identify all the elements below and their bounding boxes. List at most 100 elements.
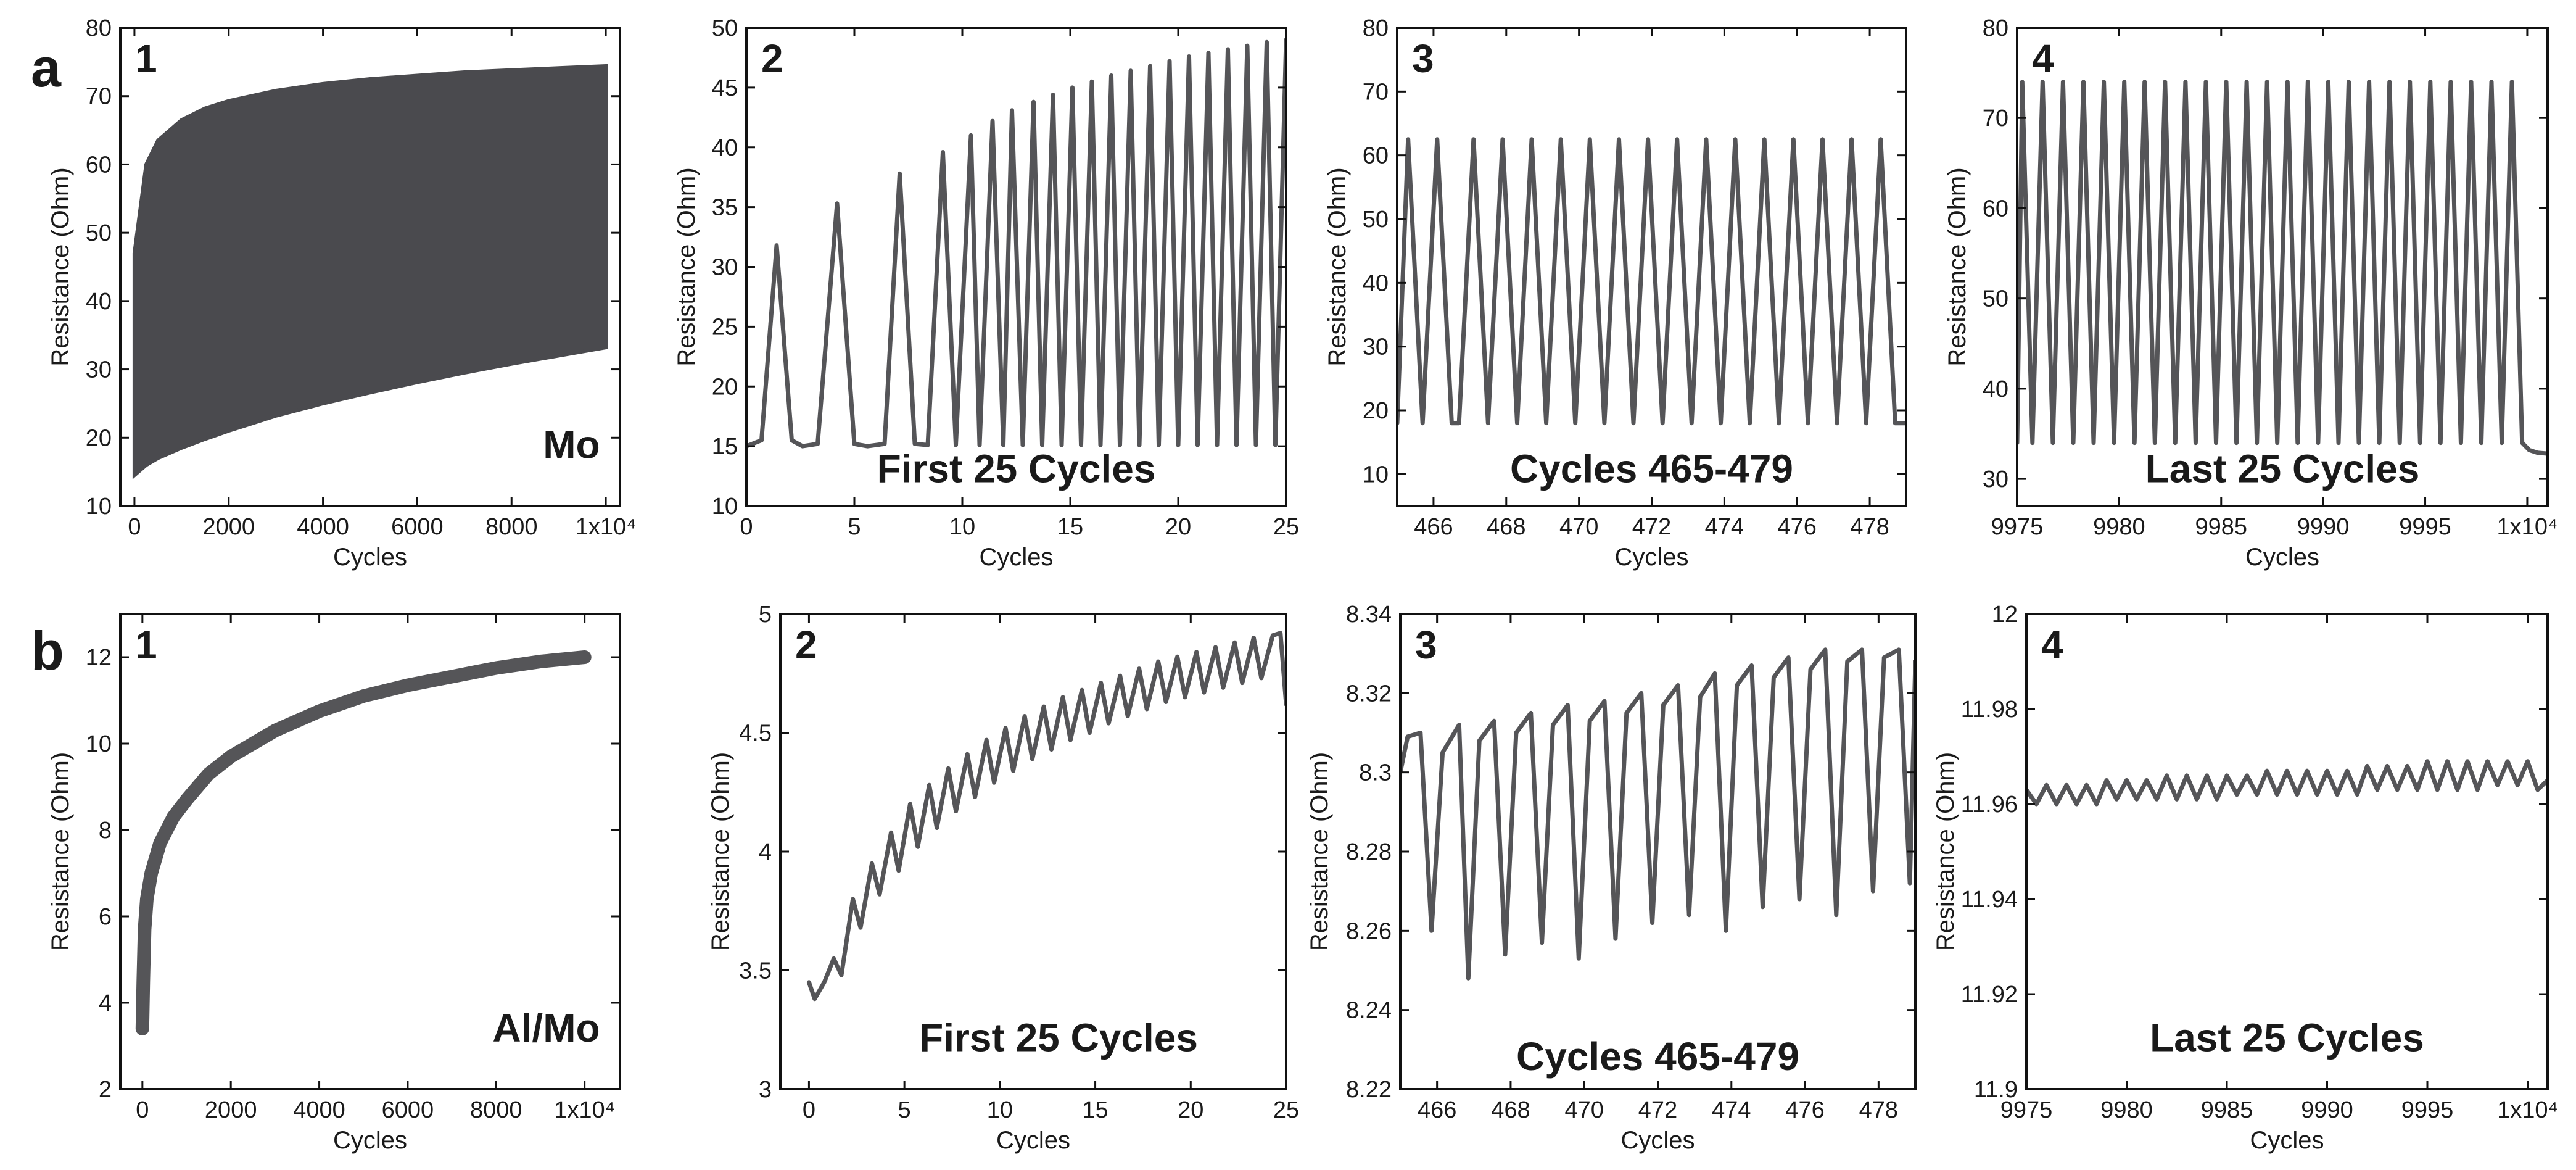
panel-a4-plot-frame [2016, 27, 2549, 507]
panel-a4-x-tick-label: 1x10⁴ [2497, 514, 2558, 540]
panel-a1-x-tick-label: 0 [128, 514, 141, 540]
panel-b4-x-tick-label: 9975 [2000, 1097, 2053, 1123]
panel-a1-y-tick-label: 60 [86, 152, 112, 178]
panel-a3-y-tick-label: 40 [1363, 270, 1389, 296]
panel-b3-x-tick-label: 474 [1712, 1097, 1751, 1123]
panel-b4-y-tick-label: 12 [1992, 602, 2018, 628]
panel-b2-y-tick-label: 3.5 [739, 958, 772, 984]
panel-b3-x-tick-label: 466 [1418, 1097, 1456, 1123]
panel-b4-panel-number: 4 [2041, 623, 2063, 667]
panel-b2-annotation: First 25 Cycles [919, 1015, 1198, 1060]
panel-b3-series-line [1400, 647, 1915, 981]
panel-a2-y-axis-label: Resistance (Ohm) [673, 167, 700, 366]
panel-a3-y-axis-label: Resistance (Ohm) [1324, 167, 1351, 366]
panel-b4-annotation: Last 25 Cycles [2150, 1015, 2424, 1060]
panel-a1-y-tick-label: 20 [86, 425, 112, 451]
panel-a2-x-tick-label: 0 [740, 514, 753, 540]
panel-b1-y-tick-label: 6 [99, 904, 112, 930]
panel-b1-plot-frame [119, 613, 621, 1090]
panel-b3-annotation: Cycles 465-479 [1516, 1034, 1799, 1079]
panel-b1-y-tick-label: 4 [99, 990, 112, 1016]
panel-b4-x-tick-label: 9980 [2100, 1097, 2153, 1123]
panel-a3-x-tick-label: 474 [1705, 514, 1744, 540]
panel-a1-y-tick-label: 50 [86, 220, 112, 246]
panel-b4-plot-frame [2025, 613, 2549, 1090]
panel-a4-y-tick-label: 30 [1983, 467, 2008, 492]
panel-b2-x-tick-label: 10 [987, 1097, 1013, 1123]
panel-b2-y-tick-label: 3 [759, 1077, 772, 1103]
panel-a3-panel-number: 3 [1412, 36, 1434, 81]
panel-b3-y-tick-label: 8.3 [1359, 760, 1392, 786]
panel-a3-y-tick-label: 10 [1363, 462, 1389, 487]
panel-a4-x-tick-label: 9995 [2399, 514, 2451, 540]
panel-a3-x-tick-label: 466 [1414, 514, 1453, 540]
panel-b1-y-axis-label: Resistance (Ohm) [47, 752, 74, 951]
panel-a4-series-line [2017, 80, 2548, 456]
panel-b3-x-tick-label: 470 [1565, 1097, 1604, 1123]
panel-b3-y-tick-label: 8.32 [1346, 681, 1392, 707]
panel-a3-y-tick-label: 80 [1363, 15, 1389, 41]
panel-a4-y-axis-label: Resistance (Ohm) [1944, 167, 1971, 366]
panel-b1-x-tick-label: 1x10⁴ [554, 1097, 615, 1123]
panel-b1-y-tick-label: 2 [99, 1077, 112, 1103]
panel-a2-x-tick-label: 10 [949, 514, 975, 540]
panel-b4-series-line [2026, 759, 2548, 807]
panel-b3-panel-number: 3 [1415, 623, 1437, 667]
panel-a2-y-tick-label: 50 [712, 15, 738, 41]
panel-a4-y-tick-label: 80 [1983, 15, 2008, 41]
panel-a2-series-line [746, 37, 1286, 449]
panel-a2-y-tick-label: 20 [712, 374, 738, 400]
panel-a1-x-tick-label: 2000 [202, 514, 255, 540]
panel-a1-y-tick-label: 80 [86, 15, 112, 41]
panel-b3-y-tick-label: 8.34 [1346, 602, 1392, 628]
panel-a4-y-tick-label: 60 [1983, 196, 2008, 222]
panel-a2-x-tick-label: 25 [1273, 514, 1299, 540]
panel-b3-y-axis-label: Resistance (Ohm) [1306, 752, 1333, 951]
panel-a2-x-tick-label: 15 [1057, 514, 1083, 540]
panel-a4: 9975 9980 9985 9990 9995 1x10⁴ 30 40 50 60 70 80 Cyc… [1944, 15, 2557, 571]
panel-b1: 0 2000 4000 6000 8000 1x10⁴ 2 4 6 8 10 12 Cycles Resi… [47, 613, 621, 1154]
panel-b2-x-tick-label: 5 [898, 1097, 911, 1123]
panel-a1-x-tick-label: 6000 [391, 514, 444, 540]
panel-b2-panel-number: 2 [795, 623, 817, 667]
panel-b4-x-tick-label: 9995 [2401, 1097, 2454, 1123]
panel-b1-x-tick-label: 0 [136, 1097, 149, 1123]
panel-a3-x-tick-label: 472 [1632, 514, 1671, 540]
panel-a3-x-tick-label: 470 [1559, 514, 1598, 540]
panel-b2-x-tick-label: 0 [803, 1097, 815, 1123]
panel-a2-y-tick-label: 30 [712, 255, 738, 281]
panel-a4-annotation: Last 25 Cycles [2145, 446, 2420, 491]
panel-b2-x-tick-label: 25 [1273, 1097, 1299, 1123]
panel-a2-y-tick-label: 15 [712, 434, 738, 460]
panel-a3-y-tick-label: 50 [1363, 207, 1389, 233]
panel-a1-y-axis-label: Resistance (Ohm) [47, 167, 74, 366]
panel-b2-x-tick-label: 15 [1082, 1097, 1108, 1123]
panel-a2-y-tick-label: 45 [712, 75, 738, 101]
panel-a3: 466 468 470 472 474 476 478 10 20 30 40 50 60 70 80 Cyc… [1324, 15, 1907, 571]
panel-b4-x-tick-label: 9985 [2201, 1097, 2253, 1123]
panel-a1-panel-number: 1 [135, 36, 157, 81]
panel-b3-x-tick-label: 478 [1859, 1097, 1898, 1123]
panel-a1-annotation: Mo [543, 423, 600, 467]
panel-a1-x-tick-label: 1x10⁴ [576, 514, 637, 540]
panel-b1-y-tick-label: 8 [99, 818, 112, 844]
panel-b4-y-tick-label: 11.9 [1974, 1077, 2018, 1103]
row-letter-b: b [31, 620, 64, 681]
panel-b3-x-tick-label: 468 [1491, 1097, 1530, 1123]
panel-a2-x-tick-label: 5 [848, 514, 861, 540]
panel-a2-y-tick-label: 35 [712, 195, 738, 221]
panel-b3-x-tick-label: 476 [1785, 1097, 1824, 1123]
panel-a1-y-tick-label: 30 [86, 357, 112, 383]
panel-a1-plot-frame [119, 27, 621, 507]
panel-b1-x-tick-label: 8000 [470, 1097, 522, 1123]
panel-a3-y-tick-label: 20 [1363, 398, 1389, 424]
row-letter-a: a [31, 37, 62, 98]
panel-b4-y-tick-label: 11.96 [1961, 792, 2018, 818]
panel-a2-y-tick-label: 25 [712, 314, 738, 340]
panel-b4-y-tick-label: 11.98 [1961, 697, 2018, 723]
panel-a2: 0 5 10 15 20 25 10 15 20 25 30 35 40 45 50 Cycles Resist… [673, 15, 1299, 571]
panel-a1-x-axis-label: Cycles [333, 544, 407, 571]
panel-b3-x-tick-label: 472 [1638, 1097, 1677, 1123]
panel-a3-y-tick-label: 30 [1363, 334, 1389, 360]
panel-a4-x-tick-label: 9985 [2195, 514, 2247, 540]
